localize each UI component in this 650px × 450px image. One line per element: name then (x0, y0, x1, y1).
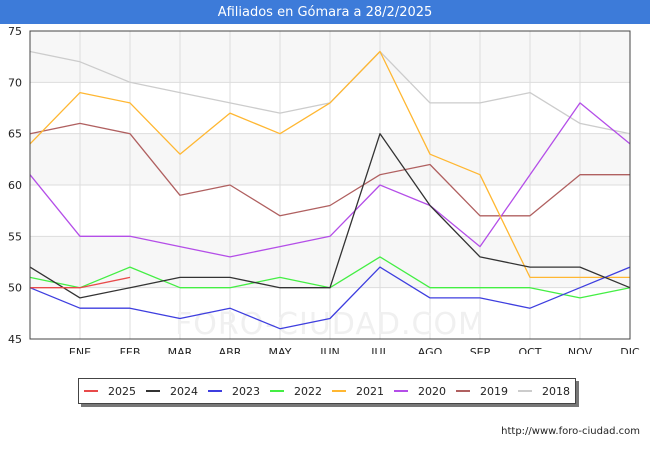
x-axis-ticks: ENE FEB MAR ABR MAY JUN JUL AGO SEP OCT NOV DIC (69, 346, 640, 354)
legend-swatch (456, 390, 470, 392)
legend-swatch (518, 390, 532, 392)
legend: 2025 2024 2023 2022 2021 2020 2019 2018 (78, 378, 576, 404)
chart-title: Afiliados en Gómara a 28/2/2025 (0, 0, 650, 24)
series-line-2023 (29, 266, 631, 330)
legend-item-2019: 2019 (456, 385, 508, 398)
legend-label: 2022 (294, 384, 322, 398)
legend-swatch (270, 390, 284, 392)
legend-item-2024: 2024 (146, 385, 198, 398)
legend-label: 2019 (480, 384, 508, 398)
series-line-2024 (29, 133, 631, 299)
x-tick-label: MAR (168, 346, 193, 354)
y-axis-ticks: 45 50 55 60 65 70 75 (8, 25, 22, 346)
x-tick-label: AGO (418, 346, 443, 354)
y-tick-label: 65 (8, 128, 22, 141)
x-tick-label: OCT (518, 346, 541, 354)
x-tick-label: NOV (568, 346, 593, 354)
y-tick-label: 75 (8, 25, 22, 38)
x-tick-label: ABR (219, 346, 242, 354)
y-tick-label: 45 (8, 333, 22, 346)
y-tick-label: 70 (8, 76, 22, 89)
legend-label: 2021 (356, 384, 384, 398)
x-tick-label: MAY (269, 346, 292, 354)
x-tick-label: SEP (470, 346, 491, 354)
x-tick-label: JUN (319, 346, 340, 354)
legend-item-2021: 2021 (332, 385, 384, 398)
x-tick-label: DIC (620, 346, 640, 354)
legend-label: 2020 (418, 384, 446, 398)
legend-label: 2024 (170, 384, 198, 398)
legend-label: 2018 (542, 384, 570, 398)
legend-label: 2023 (232, 384, 260, 398)
y-tick-label: 55 (8, 230, 22, 243)
x-tick-label: FEB (120, 346, 141, 354)
legend-swatch (146, 390, 160, 392)
series-line-2021 (29, 50, 630, 279)
legend-label: 2025 (108, 384, 136, 398)
y-tick-label: 60 (8, 179, 22, 192)
legend-swatch (332, 390, 346, 392)
series-line-2020 (29, 102, 631, 258)
y-tick-label: 50 (8, 282, 22, 295)
legend-item-2025: 2025 (84, 385, 136, 398)
series-lines (29, 50, 631, 330)
series-line-2019 (29, 122, 630, 217)
legend-item-2020: 2020 (394, 385, 446, 398)
plot-area-border (29, 30, 631, 340)
legend-swatch (84, 390, 98, 392)
legend-item-2018: 2018 (518, 385, 570, 398)
legend-swatch (394, 390, 408, 392)
x-tick-label: JUL (370, 346, 389, 354)
line-chart: FORO-CIUDAD.COM 45 50 55 60 65 70 75 ENE FEB MAR… (8, 25, 640, 354)
source-url[interactable]: http://www.foro-ciudad.com (501, 426, 640, 437)
x-tick-label: ENE (69, 346, 91, 354)
watermark: FORO-CIUDAD.COM (175, 307, 485, 342)
legend-swatch (208, 390, 222, 392)
legend-item-2022: 2022 (270, 385, 322, 398)
legend-item-2023: 2023 (208, 385, 260, 398)
series-line-2025 (30, 276, 131, 289)
